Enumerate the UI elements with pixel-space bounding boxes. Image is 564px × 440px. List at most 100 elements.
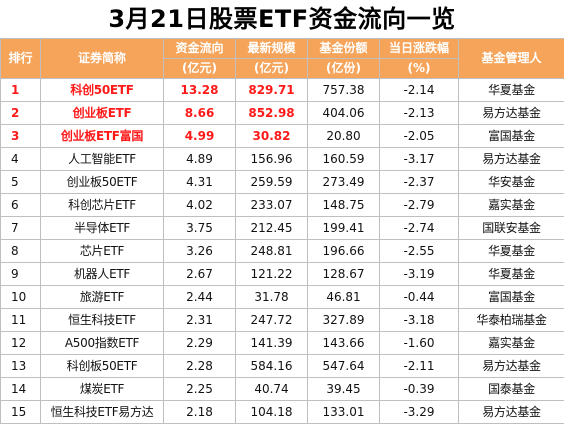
cell-rank: 6 bbox=[0, 193, 41, 217]
cell-name: 人工智能ETF bbox=[40, 147, 164, 171]
cell-name: 创业板ETF富国 bbox=[40, 124, 164, 148]
cell-rank: 4 bbox=[0, 147, 41, 171]
etf-flow-table: 排行 证券简称 资金流向 最新规模 基金份额 当日涨跌幅 基金管理人 (亿元) … bbox=[0, 38, 564, 424]
cell-scale: 852.98 bbox=[235, 101, 308, 125]
cell-manager: 嘉实基金 bbox=[458, 331, 564, 355]
cell-name: 科创板50ETF bbox=[40, 354, 164, 378]
page-title: 3月21日股票ETF资金流向一览 bbox=[108, 5, 456, 33]
cell-change: -3.17 bbox=[379, 147, 459, 171]
cell-scale: 248.81 bbox=[235, 239, 308, 263]
cell-flow: 2.25 bbox=[163, 377, 236, 401]
cell-name: 恒生科技ETF易方达 bbox=[40, 400, 164, 424]
table-row: 6 科创芯片ETF 4.02 233.07 148.75 -2.79 嘉实基金 bbox=[0, 193, 564, 217]
cell-change: -2.55 bbox=[379, 239, 459, 263]
cell-change: -0.44 bbox=[379, 285, 459, 309]
cell-shares: 128.67 bbox=[307, 262, 380, 286]
cell-manager: 国联安基金 bbox=[458, 216, 564, 240]
cell-flow: 8.66 bbox=[163, 101, 236, 125]
cell-name: 恒生科技ETF bbox=[40, 308, 164, 332]
cell-rank: 13 bbox=[0, 354, 41, 378]
cell-manager: 华泰柏瑞基金 bbox=[458, 308, 564, 332]
cell-rank: 7 bbox=[0, 216, 41, 240]
header-flow: 资金流向 bbox=[163, 38, 236, 59]
cell-manager: 华夏基金 bbox=[458, 78, 564, 102]
header-change-unit: (%) bbox=[379, 58, 459, 79]
cell-shares: 547.64 bbox=[307, 354, 380, 378]
cell-name: 半导体ETF bbox=[40, 216, 164, 240]
table-body: 1 科创50ETF 13.28 829.71 757.38 -2.14 华夏基金 2 创业板ET… bbox=[0, 78, 564, 424]
cell-manager: 易方达基金 bbox=[458, 354, 564, 378]
cell-change: -1.60 bbox=[379, 331, 459, 355]
cell-name: 旅游ETF bbox=[40, 285, 164, 309]
cell-manager: 易方达基金 bbox=[458, 147, 564, 171]
header-rank: 排行 bbox=[0, 38, 41, 79]
table-row: 15 恒生科技ETF易方达 2.18 104.18 133.01 -3.29 易方达基金 bbox=[0, 400, 564, 424]
cell-flow: 4.89 bbox=[163, 147, 236, 171]
cell-scale: 247.72 bbox=[235, 308, 308, 332]
cell-rank: 10 bbox=[0, 285, 41, 309]
cell-flow: 2.67 bbox=[163, 262, 236, 286]
cell-manager: 华安基金 bbox=[458, 170, 564, 194]
header-change: 当日涨跌幅 bbox=[379, 38, 459, 59]
cell-name: A500指数ETF bbox=[40, 331, 164, 355]
cell-change: -0.39 bbox=[379, 377, 459, 401]
cell-shares: 133.01 bbox=[307, 400, 380, 424]
cell-rank: 8 bbox=[0, 239, 41, 263]
header-shares-unit: (亿份) bbox=[307, 58, 380, 79]
cell-change: -3.29 bbox=[379, 400, 459, 424]
cell-flow: 2.29 bbox=[163, 331, 236, 355]
cell-flow: 2.18 bbox=[163, 400, 236, 424]
cell-manager: 富国基金 bbox=[458, 124, 564, 148]
cell-shares: 148.75 bbox=[307, 193, 380, 217]
cell-shares: 143.66 bbox=[307, 331, 380, 355]
cell-flow: 3.26 bbox=[163, 239, 236, 263]
cell-change: -3.18 bbox=[379, 308, 459, 332]
header-scale: 最新规模 bbox=[235, 38, 308, 59]
cell-scale: 104.18 bbox=[235, 400, 308, 424]
table-row: 14 煤炭ETF 2.25 40.74 39.45 -0.39 国泰基金 bbox=[0, 377, 564, 401]
cell-shares: 199.41 bbox=[307, 216, 380, 240]
cell-name: 机器人ETF bbox=[40, 262, 164, 286]
cell-shares: 404.06 bbox=[307, 101, 380, 125]
cell-manager: 华夏基金 bbox=[458, 239, 564, 263]
cell-shares: 273.49 bbox=[307, 170, 380, 194]
cell-rank: 14 bbox=[0, 377, 41, 401]
header-shares: 基金份额 bbox=[307, 38, 380, 59]
cell-rank: 5 bbox=[0, 170, 41, 194]
cell-change: -2.74 bbox=[379, 216, 459, 240]
cell-scale: 212.45 bbox=[235, 216, 308, 240]
cell-manager: 易方达基金 bbox=[458, 101, 564, 125]
cell-change: -2.05 bbox=[379, 124, 459, 148]
cell-shares: 327.89 bbox=[307, 308, 380, 332]
cell-change: -3.19 bbox=[379, 262, 459, 286]
table-row: 9 机器人ETF 2.67 121.22 128.67 -3.19 华夏基金 bbox=[0, 262, 564, 286]
cell-rank: 12 bbox=[0, 331, 41, 355]
cell-scale: 584.16 bbox=[235, 354, 308, 378]
cell-shares: 160.59 bbox=[307, 147, 380, 171]
cell-rank: 11 bbox=[0, 308, 41, 332]
cell-change: -2.13 bbox=[379, 101, 459, 125]
cell-scale: 30.82 bbox=[235, 124, 308, 148]
cell-rank: 15 bbox=[0, 400, 41, 424]
cell-flow: 13.28 bbox=[163, 78, 236, 102]
cell-rank: 2 bbox=[0, 101, 41, 125]
header-flow-unit: (亿元) bbox=[163, 58, 236, 79]
table-row: 1 科创50ETF 13.28 829.71 757.38 -2.14 华夏基金 bbox=[0, 78, 564, 102]
table-row: 2 创业板ETF 8.66 852.98 404.06 -2.13 易方达基金 bbox=[0, 101, 564, 125]
cell-shares: 39.45 bbox=[307, 377, 380, 401]
cell-scale: 40.74 bbox=[235, 377, 308, 401]
table-row: 10 旅游ETF 2.44 31.78 46.81 -0.44 富国基金 bbox=[0, 285, 564, 309]
table-row: 12 A500指数ETF 2.29 141.39 143.66 -1.60 嘉实基金 bbox=[0, 331, 564, 355]
header-row-1: 排行 证券简称 资金流向 最新规模 基金份额 当日涨跌幅 基金管理人 bbox=[0, 38, 564, 79]
cell-name: 科创50ETF bbox=[40, 78, 164, 102]
cell-manager: 易方达基金 bbox=[458, 400, 564, 424]
table-row: 4 人工智能ETF 4.89 156.96 160.59 -3.17 易方达基金 bbox=[0, 147, 564, 171]
cell-manager: 华夏基金 bbox=[458, 262, 564, 286]
cell-flow: 4.31 bbox=[163, 170, 236, 194]
table-row: 13 科创板50ETF 2.28 584.16 547.64 -2.11 易方达基金 bbox=[0, 354, 564, 378]
cell-change: -2.79 bbox=[379, 193, 459, 217]
table-row: 5 创业板50ETF 4.31 259.59 273.49 -2.37 华安基金 bbox=[0, 170, 564, 194]
cell-flow: 2.44 bbox=[163, 285, 236, 309]
cell-flow: 2.31 bbox=[163, 308, 236, 332]
cell-scale: 156.96 bbox=[235, 147, 308, 171]
